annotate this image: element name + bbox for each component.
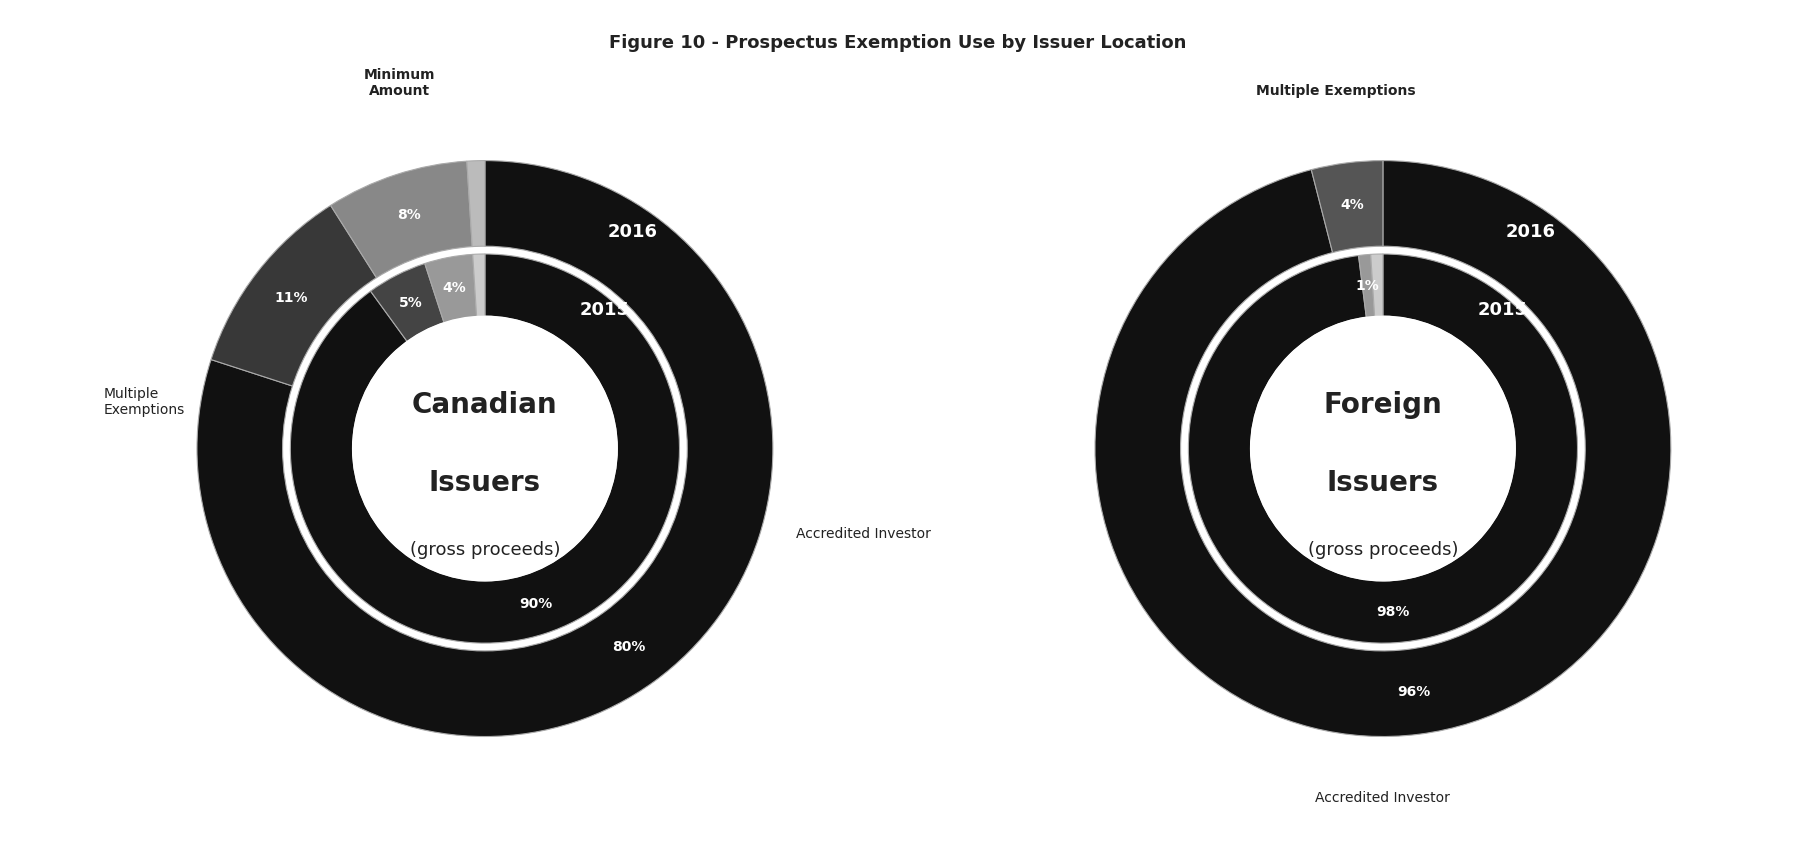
Wedge shape — [1189, 254, 1577, 643]
Wedge shape — [1370, 254, 1383, 317]
Text: 2015: 2015 — [1478, 301, 1527, 319]
Wedge shape — [467, 160, 485, 246]
Text: Multiple
Exemptions: Multiple Exemptions — [104, 387, 185, 417]
Circle shape — [1250, 317, 1516, 581]
Wedge shape — [291, 254, 679, 643]
Wedge shape — [212, 205, 377, 386]
Text: Accredited Investor: Accredited Investor — [796, 527, 930, 541]
Text: 90%: 90% — [519, 597, 551, 611]
Wedge shape — [198, 160, 772, 737]
Text: 2016: 2016 — [1505, 223, 1555, 241]
Wedge shape — [1096, 160, 1670, 736]
Wedge shape — [1358, 255, 1374, 318]
Text: Foreign: Foreign — [1324, 391, 1442, 419]
Text: 2015: 2015 — [580, 301, 629, 319]
Text: Issuers: Issuers — [1327, 469, 1439, 497]
Text: 98%: 98% — [1376, 604, 1410, 619]
Wedge shape — [472, 254, 485, 317]
Text: (gross proceeds): (gross proceeds) — [409, 541, 560, 559]
Text: (gross proceeds): (gross proceeds) — [1307, 541, 1458, 559]
Text: 4%: 4% — [442, 281, 467, 295]
Text: Multiple Exemptions: Multiple Exemptions — [1257, 84, 1415, 98]
Text: 4%: 4% — [1340, 199, 1365, 212]
Text: 1%: 1% — [1356, 278, 1379, 293]
Text: 80%: 80% — [612, 640, 647, 654]
Text: 8%: 8% — [397, 208, 420, 222]
Wedge shape — [426, 255, 476, 323]
Wedge shape — [1311, 160, 1383, 252]
Text: 96%: 96% — [1397, 685, 1430, 699]
Text: Accredited Investor: Accredited Investor — [1315, 791, 1451, 805]
Text: 2016: 2016 — [607, 223, 657, 241]
Text: 5%: 5% — [399, 296, 422, 310]
Text: Canadian: Canadian — [411, 391, 559, 419]
Wedge shape — [330, 161, 472, 278]
Circle shape — [352, 317, 618, 581]
Text: Minimum
Amount: Minimum Amount — [363, 68, 435, 98]
Text: Issuers: Issuers — [429, 469, 541, 497]
Wedge shape — [370, 263, 444, 341]
Text: Figure 10 - Prospectus Exemption Use by Issuer Location: Figure 10 - Prospectus Exemption Use by … — [609, 34, 1187, 52]
Text: 11%: 11% — [275, 291, 307, 306]
